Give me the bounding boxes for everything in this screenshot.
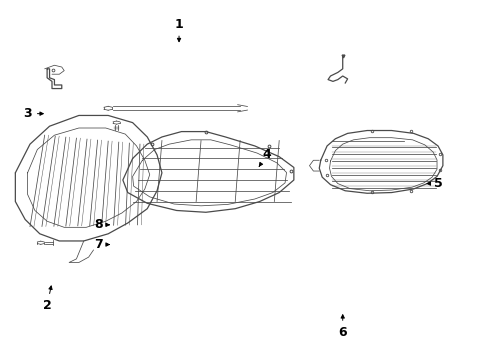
Text: 7: 7: [94, 238, 109, 251]
Text: 3: 3: [23, 107, 43, 120]
Text: 1: 1: [174, 18, 183, 42]
Text: 8: 8: [94, 218, 109, 231]
Text: 5: 5: [427, 177, 442, 190]
Text: 6: 6: [339, 315, 347, 339]
Text: 4: 4: [259, 148, 271, 167]
Text: 2: 2: [43, 286, 52, 312]
